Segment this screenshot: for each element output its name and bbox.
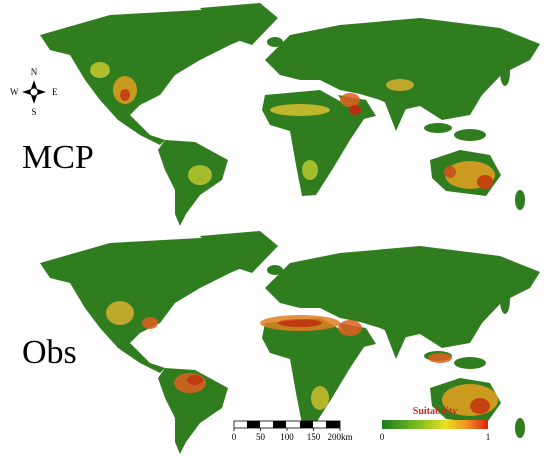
legend-max: 1	[486, 432, 491, 442]
panel-label: MCP	[22, 139, 94, 176]
compass-e: E	[52, 87, 58, 97]
compass-n: N	[31, 67, 38, 77]
scale-tick-label: 100	[280, 432, 294, 442]
scale-tick-label: 200km	[327, 432, 352, 442]
map-obs	[40, 231, 540, 454]
compass: N S E W	[10, 67, 58, 117]
legend-gradient	[382, 420, 488, 429]
panel-label: Obs	[22, 334, 77, 371]
compass-s: S	[31, 107, 36, 117]
scale-bar: 0 50 100 150 200km	[232, 420, 353, 442]
scale-tick-label: 50	[256, 432, 266, 442]
scale-tick-label: 0	[232, 432, 237, 442]
map-mcp	[40, 3, 540, 226]
legend-title: Suitability	[413, 406, 457, 417]
compass-w: W	[10, 87, 19, 97]
scale-tick-label: 150	[307, 432, 321, 442]
legend: Suitability 0 1	[380, 406, 491, 442]
legend-min: 0	[380, 432, 385, 442]
